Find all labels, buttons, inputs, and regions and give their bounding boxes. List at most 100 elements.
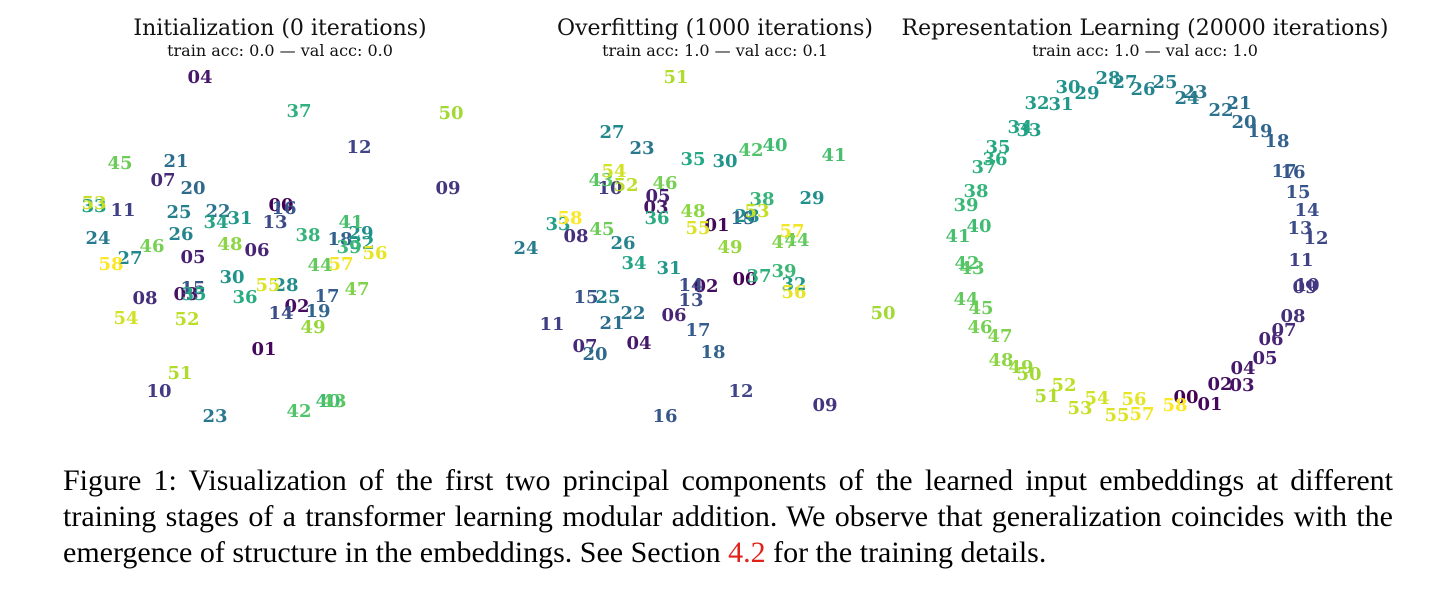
- point-label: 17: [1271, 161, 1296, 182]
- point-label: 47: [987, 326, 1012, 347]
- point-label: 42: [738, 140, 763, 161]
- point-label: 06: [244, 240, 269, 261]
- point-label: 23: [202, 406, 227, 427]
- point-label: 38: [963, 181, 988, 202]
- point-label: 01: [704, 215, 729, 236]
- point-label: 45: [589, 219, 614, 240]
- point-label: 32: [781, 274, 806, 295]
- point-label: 50: [438, 103, 463, 124]
- point-label: 54: [601, 161, 626, 182]
- point-label: 28: [734, 206, 759, 227]
- point-label: 55: [1104, 405, 1129, 426]
- point-label: 37: [746, 266, 771, 287]
- point-label: 25: [595, 287, 620, 308]
- point-label: 28: [273, 275, 298, 296]
- panel-subtitle: train acc: 1.0 — val acc: 0.1: [602, 41, 828, 60]
- point-label: 09: [812, 395, 837, 416]
- point-label: 05: [1252, 348, 1277, 369]
- point-label: 01: [1197, 394, 1222, 415]
- panel-initialization: Initialization (0 iterations) train acc:…: [40, 0, 520, 450]
- point-label: 09: [435, 178, 460, 199]
- scatter-plot-initialization: 00 01 02 03 04 05 06 07 08 09 10 11 12 13 14 15 16 17 18 19…: [81, 67, 463, 427]
- point-label: 40: [762, 135, 787, 156]
- point-label: 19: [305, 301, 330, 322]
- point-label: 56: [781, 282, 806, 303]
- section-reference-link[interactable]: 4.2: [728, 536, 766, 569]
- point-label: 02: [693, 276, 718, 297]
- point-label: 23: [1182, 82, 1207, 103]
- point-label: 51: [1034, 386, 1059, 407]
- figure-panels: Initialization (0 iterations) train acc:…: [40, 0, 1390, 450]
- point-label: 20: [582, 344, 607, 365]
- point-label: 58: [1162, 395, 1187, 416]
- point-label: 49: [300, 317, 325, 338]
- point-label: 07: [1271, 320, 1296, 341]
- point-label: 25: [166, 202, 191, 223]
- point-label: 26: [168, 224, 193, 245]
- point-label: 50: [1016, 364, 1041, 385]
- scatter-plot-overfitting: 0001020304050607080910111213141516171819…: [513, 67, 895, 427]
- point-label: 18: [700, 342, 725, 363]
- point-label: 41: [338, 212, 363, 233]
- point-label: 37: [286, 101, 311, 122]
- point-label: 16: [271, 198, 296, 219]
- point-label: 30: [1055, 77, 1080, 98]
- point-label: 10: [1294, 275, 1319, 296]
- point-label: 50: [870, 303, 895, 324]
- point-label: 40: [966, 216, 991, 237]
- point-label: 41: [945, 226, 970, 247]
- point-label: 38: [749, 189, 774, 210]
- point-label: 13: [1287, 218, 1312, 239]
- point-label: 44: [784, 230, 809, 251]
- point-label: 31: [656, 258, 681, 279]
- point-label: 52: [1051, 375, 1076, 396]
- point-label: 12: [728, 381, 753, 402]
- point-label: 18: [1264, 131, 1289, 152]
- panel-title: Overfitting (1000 iterations): [557, 16, 873, 41]
- panel-representation-learning: Representation Learning (20000 iteration…: [900, 0, 1390, 450]
- panel-title: Initialization (0 iterations): [133, 16, 427, 41]
- caption-text: Figure 1: Visualization of the first two…: [63, 464, 1393, 569]
- point-label: 00: [268, 195, 293, 216]
- point-label: 04: [1230, 358, 1255, 379]
- point-label: 30: [712, 151, 737, 172]
- point-label: 14: [1294, 200, 1319, 221]
- point-label: 55: [685, 218, 710, 239]
- point-label: 00: [732, 269, 757, 290]
- point-label: 22: [620, 303, 645, 324]
- point-label: 34: [203, 212, 228, 233]
- point-label: 37: [971, 157, 996, 178]
- point-label: 17: [314, 286, 339, 307]
- point-label: 10: [597, 178, 622, 199]
- point-label: 26: [1130, 79, 1155, 100]
- point-label: 05: [180, 247, 205, 268]
- point-label: 21: [599, 313, 624, 334]
- point-label: 25: [1152, 72, 1177, 93]
- point-label: 22: [1208, 100, 1233, 121]
- point-label: 42: [286, 401, 311, 422]
- point-label: 03: [643, 197, 668, 218]
- point-label: 10: [146, 381, 171, 402]
- point-label: 26: [610, 233, 635, 254]
- point-label: 15: [573, 287, 598, 308]
- point-label: 35: [680, 149, 705, 170]
- point-label: 24: [513, 238, 538, 259]
- point-label: 48: [217, 234, 242, 255]
- point-label: 12: [346, 137, 371, 158]
- point-label: 19: [730, 208, 755, 229]
- point-label: 43: [321, 391, 346, 412]
- point-label: 33: [81, 196, 106, 217]
- point-label: 29: [348, 223, 373, 244]
- point-label: 30: [219, 267, 244, 288]
- point-label: 33: [545, 214, 570, 235]
- point-label: 32: [349, 233, 374, 254]
- point-label: 11: [1288, 250, 1313, 271]
- point-label: 55: [255, 275, 280, 296]
- point-label: 56: [1121, 389, 1146, 410]
- point-label: 52: [613, 175, 638, 196]
- point-label: 35: [181, 284, 206, 305]
- point-label: 31: [1048, 94, 1073, 115]
- point-label: 45: [968, 298, 993, 319]
- point-label: 28: [1095, 68, 1120, 89]
- panel-title: Representation Learning (20000 iteration…: [901, 16, 1389, 41]
